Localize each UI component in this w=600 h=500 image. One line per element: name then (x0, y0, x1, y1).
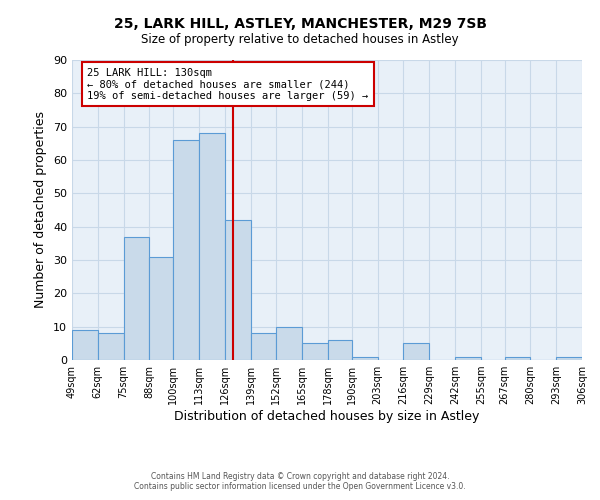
Bar (302, 344, 328, 360)
Text: 25 LARK HILL: 130sqm
← 80% of detached houses are smaller (244)
19% of semi-deta: 25 LARK HILL: 130sqm ← 80% of detached h… (88, 68, 368, 100)
Bar (328, 340, 352, 360)
Bar (455, 356, 481, 360)
Bar (199, 134, 225, 360)
Bar (149, 256, 173, 360)
Text: Contains HM Land Registry data © Crown copyright and database right 2024.: Contains HM Land Registry data © Crown c… (151, 472, 449, 481)
X-axis label: Distribution of detached houses by size in Astley: Distribution of detached houses by size … (175, 410, 479, 423)
Text: Size of property relative to detached houses in Astley: Size of property relative to detached ho… (141, 32, 459, 46)
Bar (277, 326, 302, 360)
Bar (225, 220, 251, 360)
Bar (98, 334, 124, 360)
Bar (505, 356, 530, 360)
Bar (556, 356, 582, 360)
Bar (251, 334, 277, 360)
Bar (124, 236, 149, 360)
Bar (403, 344, 429, 360)
Bar (352, 356, 377, 360)
Text: Contains public sector information licensed under the Open Government Licence v3: Contains public sector information licen… (134, 482, 466, 491)
Bar (173, 140, 199, 360)
Text: 25, LARK HILL, ASTLEY, MANCHESTER, M29 7SB: 25, LARK HILL, ASTLEY, MANCHESTER, M29 7… (113, 18, 487, 32)
Y-axis label: Number of detached properties: Number of detached properties (34, 112, 47, 308)
Bar (72, 330, 98, 360)
